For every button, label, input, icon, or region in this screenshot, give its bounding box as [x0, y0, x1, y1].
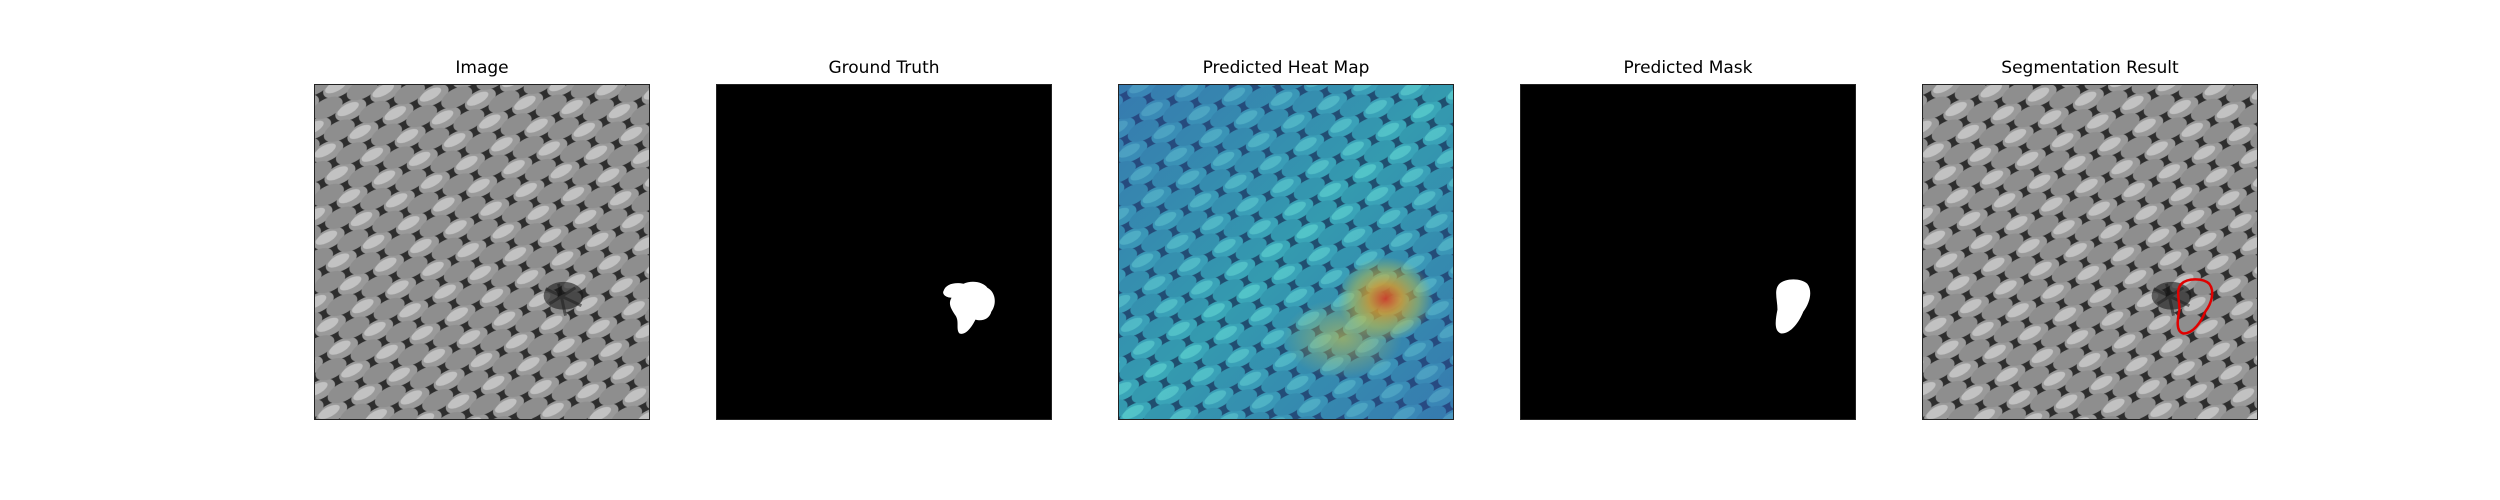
panel-title-predicted-mask: Predicted Mask	[1623, 58, 1753, 78]
predicted-mask-blob	[1775, 279, 1811, 334]
panel-title-heat-map: Predicted Heat Map	[1202, 58, 1370, 78]
panel-title-ground-truth: Ground Truth	[828, 58, 940, 78]
ground-truth-mask	[716, 84, 1052, 420]
panel-title-segmentation-result: Segmentation Result	[2001, 58, 2179, 78]
predicted-mask	[1520, 84, 1856, 420]
defect-spot	[2151, 281, 2192, 316]
input-image	[314, 84, 650, 420]
segmentation-result-image	[1922, 84, 2258, 420]
defect-spot	[543, 281, 584, 316]
segmentation-contour	[2176, 278, 2214, 335]
panel-title-image: Image	[455, 58, 509, 78]
heat-map-image	[1118, 84, 1454, 420]
ground-truth-blob	[943, 281, 995, 334]
